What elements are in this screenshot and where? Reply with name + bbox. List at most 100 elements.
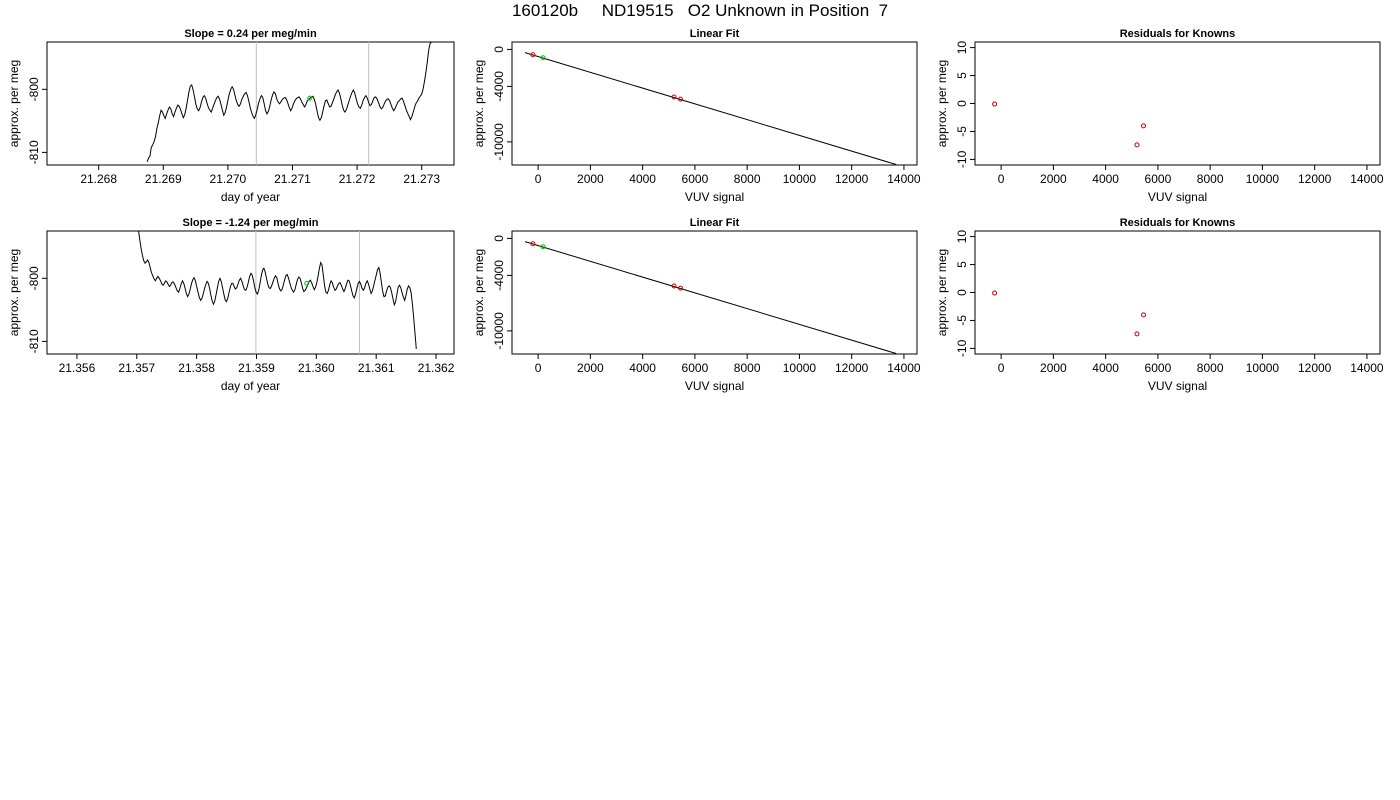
x-tick-label: 21.272 bbox=[339, 172, 376, 186]
chart-title: Slope = 0.24 per meg/min bbox=[184, 28, 317, 40]
x-tick-label: 10000 bbox=[783, 361, 817, 375]
plot-frame bbox=[974, 230, 1381, 355]
x-tick-label: 0 bbox=[535, 172, 542, 186]
x-tick-label: 12000 bbox=[1298, 361, 1332, 375]
unknown-point bbox=[540, 55, 546, 61]
x-tick-label: 12000 bbox=[835, 172, 869, 186]
x-tick-label: 21.359 bbox=[238, 361, 275, 375]
known-point bbox=[1141, 123, 1147, 129]
x-tick-label: 21.270 bbox=[210, 172, 247, 186]
known-point bbox=[671, 283, 677, 289]
y-tick-label: -5 bbox=[955, 126, 969, 137]
chart-title: Residuals for Knowns bbox=[1120, 28, 1236, 40]
unknown-point bbox=[307, 95, 313, 101]
chart-panel-5: Linear Fit 0 2000 4000 6000 8000 10000 12000 140… bbox=[472, 217, 921, 393]
plot-frame bbox=[46, 41, 455, 166]
plot-area bbox=[146, 42, 432, 165]
y-axis-label: approx. per meg bbox=[7, 249, 21, 336]
y-tick-label: 5 bbox=[955, 261, 969, 268]
x-tick-label: 6000 bbox=[1145, 172, 1172, 186]
y-tick-label: 10 bbox=[955, 41, 969, 55]
x-tick-label: 14000 bbox=[887, 172, 921, 186]
x-tick-label: 21.271 bbox=[274, 172, 311, 186]
x-axis-label: VUV signal bbox=[1148, 379, 1207, 393]
x-tick-label: 8000 bbox=[734, 361, 761, 375]
x-tick-label: 4000 bbox=[629, 172, 656, 186]
x-tick-label: 10000 bbox=[1246, 361, 1280, 375]
y-axis-label: approx. per meg bbox=[7, 60, 21, 147]
x-tick-label: 14000 bbox=[1350, 172, 1384, 186]
y-tick-label: -5 bbox=[955, 315, 969, 326]
y-tick-label: -4000 bbox=[492, 71, 506, 102]
y-tick-label: -10000 bbox=[492, 312, 506, 350]
x-tick-label: 12000 bbox=[1298, 172, 1332, 186]
x-tick-label: 12000 bbox=[835, 361, 869, 375]
page-title: 160120b ND19515 O2 Unknown in Position 7 bbox=[511, 1, 889, 20]
x-tick-label: 4000 bbox=[1092, 361, 1119, 375]
y-tick-label: -10000 bbox=[492, 123, 506, 161]
x-axis-label: day of year bbox=[221, 379, 280, 393]
x-tick-label: 21.362 bbox=[418, 361, 455, 375]
x-tick-label: 6000 bbox=[682, 172, 709, 186]
y-axis-label: approx. per meg bbox=[935, 249, 949, 336]
chart-panel-4: Slope = -1.24 per meg/min 21.356 21.357 21.… bbox=[7, 217, 455, 393]
known-point bbox=[678, 285, 684, 291]
x-tick-label: 14000 bbox=[1350, 361, 1384, 375]
y-axis-label: approx. per meg bbox=[472, 249, 486, 336]
x-tick-label: 21.361 bbox=[358, 361, 395, 375]
plot-area bbox=[992, 101, 1147, 148]
fit-line bbox=[524, 241, 897, 354]
x-tick-label: 8000 bbox=[734, 172, 761, 186]
chart-title: Linear Fit bbox=[690, 28, 740, 40]
x-tick-label: 6000 bbox=[1145, 361, 1172, 375]
series-line bbox=[138, 231, 417, 349]
y-tick-label: 0 bbox=[492, 235, 506, 242]
chart-title: Linear Fit bbox=[690, 217, 740, 229]
y-tick-label: -800 bbox=[27, 77, 41, 101]
plot-frame bbox=[511, 230, 918, 355]
chart-title: Slope = -1.24 per meg/min bbox=[182, 217, 318, 229]
x-tick-label: 21.273 bbox=[403, 172, 440, 186]
chart-panel-2: Linear Fit 0 2000 4000 6000 8000 10000 12000 140… bbox=[472, 28, 921, 204]
x-axis-label: day of year bbox=[221, 190, 280, 204]
y-tick-label: 0 bbox=[955, 289, 969, 296]
plot-frame bbox=[974, 41, 1381, 166]
unknown-point bbox=[304, 280, 310, 286]
known-point bbox=[1134, 142, 1140, 148]
x-axis-label: VUV signal bbox=[1148, 190, 1207, 204]
x-tick-label: 2000 bbox=[577, 361, 604, 375]
x-axis-label: VUV signal bbox=[685, 379, 744, 393]
y-tick-label: 0 bbox=[492, 46, 506, 53]
x-tick-label: 2000 bbox=[1040, 172, 1067, 186]
fit-line bbox=[524, 52, 897, 165]
y-axis-label: approx. per meg bbox=[935, 60, 949, 147]
x-tick-label: 0 bbox=[998, 172, 1005, 186]
plot-area bbox=[524, 52, 897, 165]
unknown-point bbox=[540, 244, 546, 250]
x-tick-label: 21.269 bbox=[145, 172, 182, 186]
known-point bbox=[678, 96, 684, 102]
y-tick-label: 0 bbox=[955, 100, 969, 107]
known-point bbox=[530, 52, 536, 58]
x-tick-label: 10000 bbox=[1246, 172, 1280, 186]
y-tick-label: -800 bbox=[27, 266, 41, 290]
known-point bbox=[992, 290, 998, 296]
x-tick-label: 21.356 bbox=[59, 361, 96, 375]
chart-title: Residuals for Knowns bbox=[1120, 217, 1236, 229]
plot-area bbox=[138, 231, 417, 354]
x-tick-label: 0 bbox=[535, 361, 542, 375]
x-tick-label: 21.357 bbox=[118, 361, 155, 375]
y-tick-label: 5 bbox=[955, 72, 969, 79]
plot-frame bbox=[511, 41, 918, 166]
x-tick-label: 2000 bbox=[1040, 361, 1067, 375]
x-tick-label: 21.268 bbox=[80, 172, 117, 186]
y-tick-label: -810 bbox=[27, 329, 41, 353]
known-point bbox=[1141, 312, 1147, 318]
x-tick-label: 2000 bbox=[577, 172, 604, 186]
y-tick-label: -4000 bbox=[492, 260, 506, 291]
x-tick-label: 6000 bbox=[682, 361, 709, 375]
y-tick-label: -10 bbox=[955, 150, 969, 168]
y-tick-label: -10 bbox=[955, 339, 969, 357]
x-tick-label: 4000 bbox=[1092, 172, 1119, 186]
